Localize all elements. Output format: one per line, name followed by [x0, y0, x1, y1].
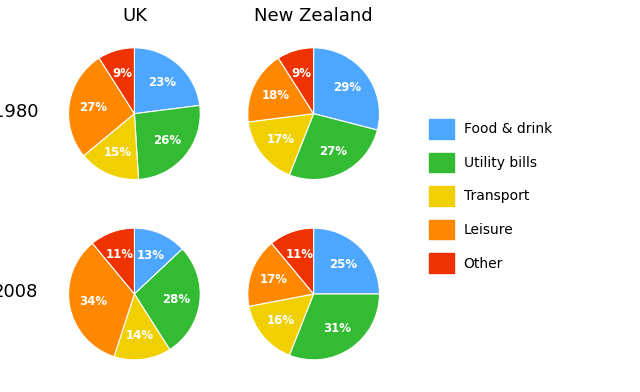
Wedge shape	[249, 294, 314, 355]
Text: 27%: 27%	[79, 101, 107, 114]
Wedge shape	[271, 228, 314, 294]
Text: 31%: 31%	[323, 322, 351, 336]
Title: New Zealand: New Zealand	[254, 7, 373, 25]
Text: 18%: 18%	[261, 89, 289, 102]
Text: 11%: 11%	[106, 248, 134, 261]
Wedge shape	[84, 114, 138, 180]
Wedge shape	[134, 105, 200, 180]
Text: 1980: 1980	[0, 103, 38, 121]
Text: 11%: 11%	[285, 248, 314, 261]
Text: 34%: 34%	[79, 296, 107, 309]
Legend: Food & drink, Utility bills, Transport, Leisure, Other: Food & drink, Utility bills, Transport, …	[429, 119, 552, 273]
Text: 16%: 16%	[267, 314, 295, 327]
Wedge shape	[92, 228, 134, 294]
Wedge shape	[314, 48, 380, 130]
Wedge shape	[314, 228, 380, 294]
Title: UK: UK	[122, 7, 147, 25]
Wedge shape	[114, 294, 170, 360]
Wedge shape	[134, 48, 200, 114]
Text: 23%: 23%	[148, 76, 176, 89]
Text: 9%: 9%	[113, 67, 132, 80]
Text: 2008: 2008	[0, 283, 38, 301]
Wedge shape	[289, 114, 378, 180]
Wedge shape	[248, 243, 314, 306]
Wedge shape	[278, 48, 314, 114]
Text: 13%: 13%	[137, 249, 165, 262]
Wedge shape	[68, 58, 134, 156]
Wedge shape	[134, 249, 200, 350]
Text: 25%: 25%	[330, 258, 358, 271]
Text: 27%: 27%	[319, 145, 347, 158]
Text: 26%: 26%	[153, 134, 181, 147]
Text: 17%: 17%	[260, 273, 288, 286]
Text: 28%: 28%	[162, 293, 190, 306]
Wedge shape	[289, 294, 380, 360]
Text: 17%: 17%	[266, 133, 294, 146]
Wedge shape	[248, 114, 314, 175]
Text: 9%: 9%	[292, 67, 312, 80]
Text: 29%: 29%	[333, 82, 361, 94]
Text: 14%: 14%	[125, 329, 154, 342]
Wedge shape	[134, 228, 182, 294]
Wedge shape	[99, 48, 134, 114]
Wedge shape	[248, 58, 314, 122]
Text: 15%: 15%	[104, 146, 132, 159]
Wedge shape	[68, 243, 134, 357]
